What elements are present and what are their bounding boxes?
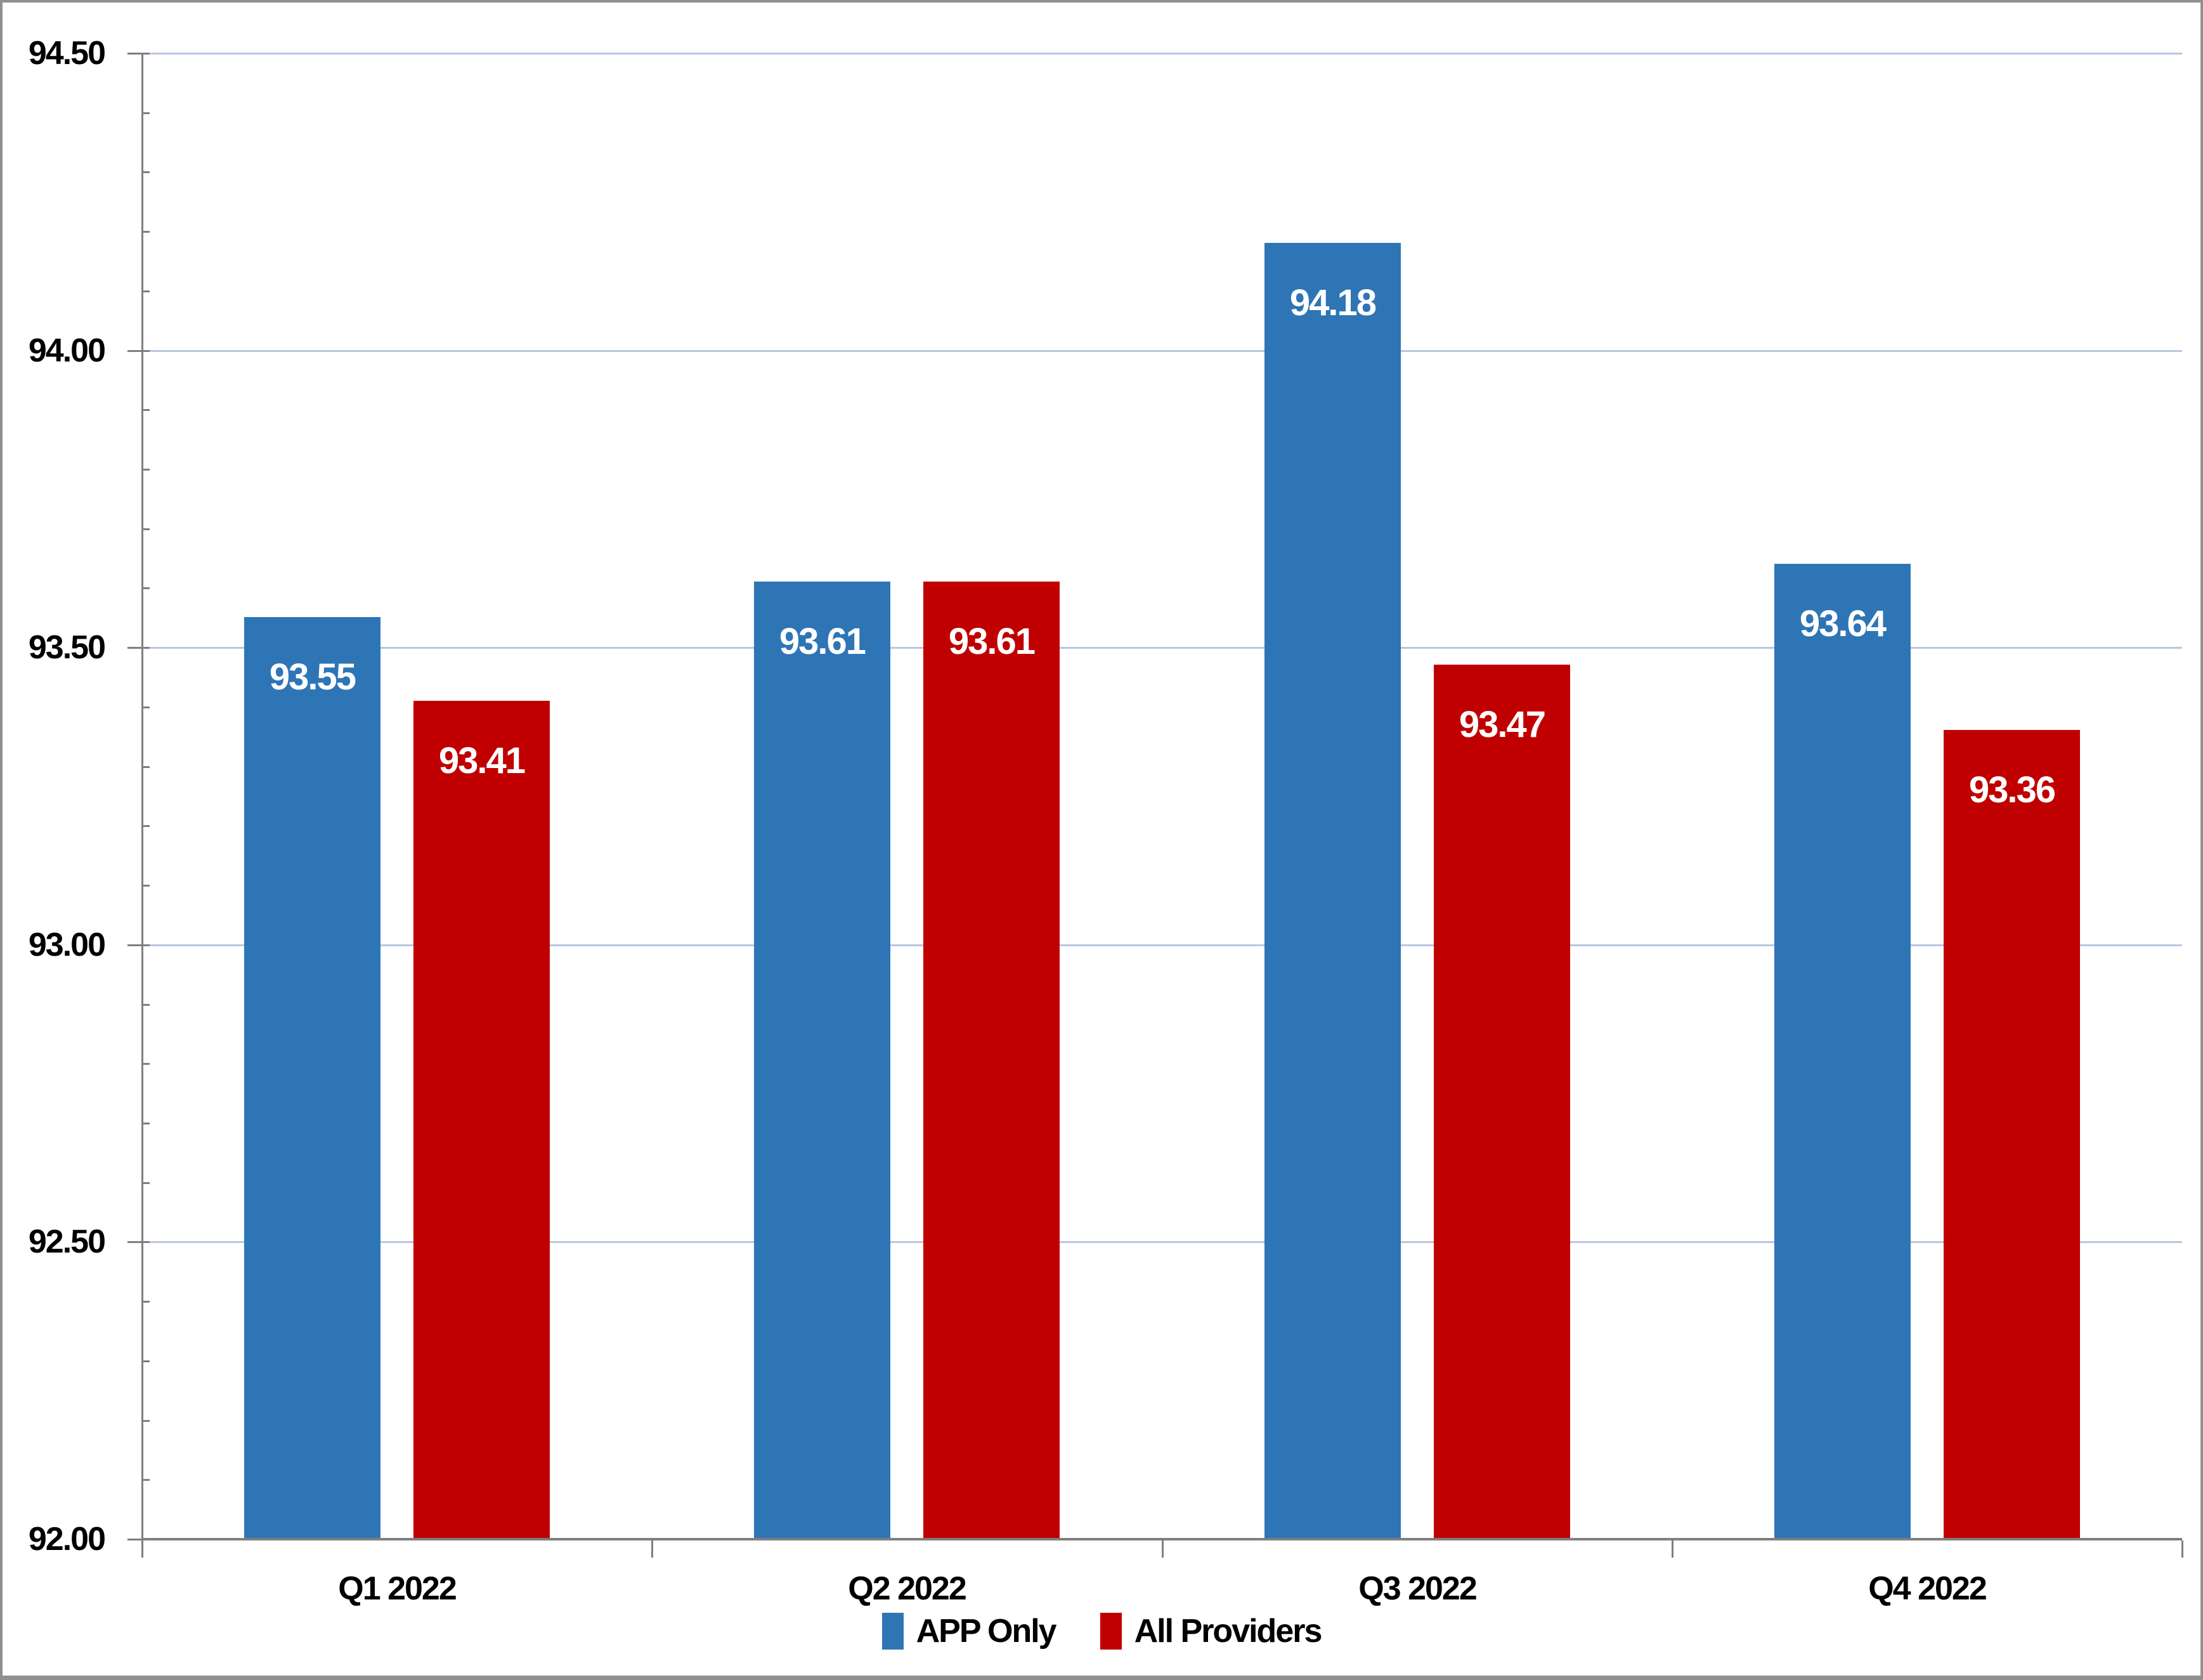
y-minor-tick xyxy=(141,825,150,827)
bar-value-label: 94.18 xyxy=(1289,282,1377,323)
legend-item-all-providers: All Providers xyxy=(1100,1612,1322,1650)
x-axis-tick xyxy=(1672,1540,1673,1558)
y-minor-tick xyxy=(141,1004,150,1006)
y-major-tick xyxy=(127,350,150,352)
bar-value-label: 93.61 xyxy=(948,621,1036,662)
y-minor-tick xyxy=(141,528,150,530)
y-minor-tick xyxy=(141,112,150,114)
bar-value-label: 93.55 xyxy=(269,656,356,698)
y-minor-tick xyxy=(141,766,150,768)
x-axis-label-q2-2022: Q2 2022 xyxy=(848,1570,967,1607)
x-axis-tick xyxy=(1162,1540,1164,1558)
gridline xyxy=(141,350,2182,352)
gridline xyxy=(141,53,2182,55)
legend-label: All Providers xyxy=(1134,1613,1323,1650)
y-minor-tick xyxy=(141,469,150,471)
y-axis-label: 94.50 xyxy=(28,35,106,72)
legend-marker-all-providers xyxy=(1100,1613,1122,1650)
x-axis-label-q1-2022: Q1 2022 xyxy=(338,1570,457,1607)
y-minor-tick xyxy=(141,1301,150,1303)
y-minor-tick xyxy=(141,707,150,708)
bar-all-providers-q2-2022: 93.61 xyxy=(923,582,1060,1539)
bar-app-only-q4-2022: 93.64 xyxy=(1774,564,1911,1539)
gridline xyxy=(141,944,2182,946)
bar-value-label: 93.47 xyxy=(1459,704,1546,745)
y-minor-tick xyxy=(141,1479,150,1481)
x-axis-tick xyxy=(651,1540,653,1558)
y-axis-label: 93.00 xyxy=(28,927,106,963)
bar-all-providers-q4-2022: 93.36 xyxy=(1944,730,2080,1539)
bar-app-only-q1-2022: 93.55 xyxy=(244,617,380,1539)
y-minor-tick xyxy=(141,1123,150,1124)
y-major-tick xyxy=(127,53,150,55)
y-minor-tick xyxy=(141,409,150,411)
bar-all-providers-q1-2022: 93.41 xyxy=(413,701,550,1539)
y-minor-tick xyxy=(141,885,150,887)
y-minor-tick xyxy=(141,171,150,173)
gridline xyxy=(141,1241,2182,1243)
y-major-tick xyxy=(127,1241,150,1243)
bar-value-label: 93.41 xyxy=(438,740,526,781)
y-minor-tick xyxy=(141,290,150,292)
y-minor-tick xyxy=(141,1182,150,1184)
y-axis-label: 92.50 xyxy=(28,1223,106,1260)
legend-label: APP Only xyxy=(916,1613,1057,1650)
bar-app-only-q3-2022: 94.18 xyxy=(1264,243,1401,1539)
x-axis-line xyxy=(141,1538,2182,1540)
y-axis-label: 93.50 xyxy=(28,629,106,666)
y-axis-label: 92.00 xyxy=(28,1521,106,1558)
y-minor-tick xyxy=(141,1420,150,1422)
y-axis-label: 94.00 xyxy=(28,332,106,369)
bar-value-label: 93.64 xyxy=(1799,603,1887,644)
x-axis-tick xyxy=(2181,1540,2183,1558)
y-major-tick xyxy=(127,647,150,649)
x-axis-label-q3-2022: Q3 2022 xyxy=(1358,1570,1478,1607)
bar-all-providers-q3-2022: 93.47 xyxy=(1434,665,1570,1539)
bar-value-label: 93.36 xyxy=(1968,769,2056,811)
y-minor-tick xyxy=(141,1360,150,1362)
bar-app-only-q2-2022: 93.61 xyxy=(754,582,890,1539)
x-axis-tick xyxy=(141,1540,143,1558)
legend-item-app-only: APP Only xyxy=(881,1612,1057,1650)
y-minor-tick xyxy=(141,587,150,589)
legend-marker-app-only xyxy=(881,1613,904,1650)
x-axis-label-q4-2022: Q4 2022 xyxy=(1868,1570,1987,1607)
y-axis-line xyxy=(141,53,143,1539)
y-major-tick xyxy=(127,944,150,946)
bar-value-label: 93.61 xyxy=(779,621,866,662)
y-minor-tick xyxy=(141,231,150,233)
y-minor-tick xyxy=(141,1063,150,1065)
y-major-tick xyxy=(127,1539,150,1540)
gridline xyxy=(141,647,2182,649)
legend: APP Only All Providers xyxy=(3,1612,2200,1650)
